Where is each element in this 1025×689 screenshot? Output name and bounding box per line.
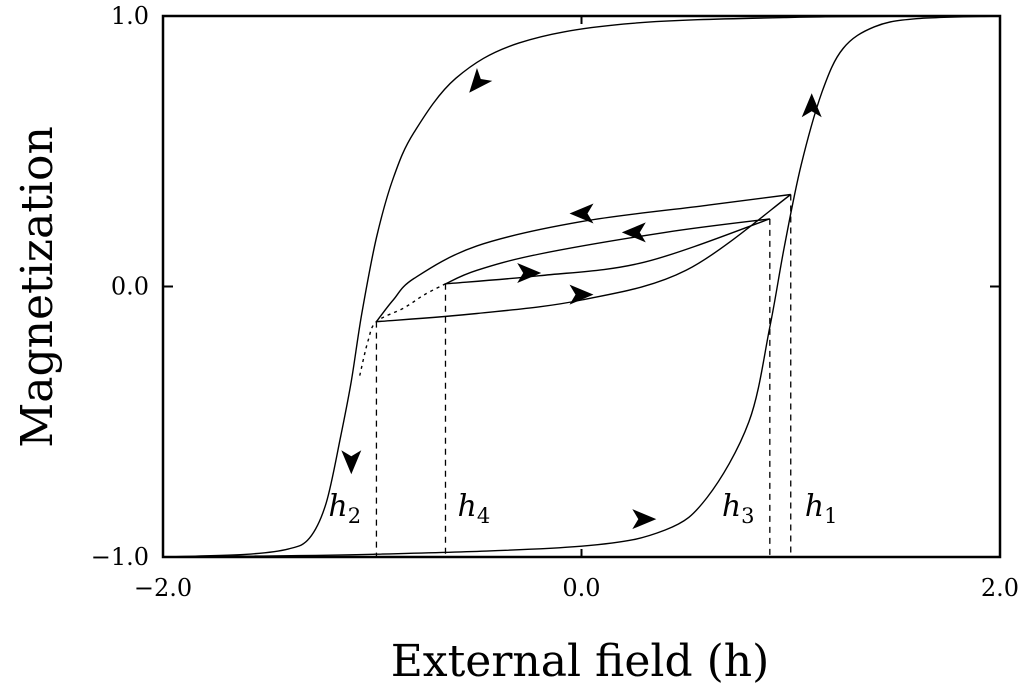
direction-arrow-6 [621, 222, 646, 243]
series-line-4 [376, 193, 792, 323]
marker-subscript: 1 [824, 504, 837, 528]
marker-subscript: 4 [477, 504, 490, 528]
direction-arrow-7 [517, 263, 542, 283]
direction-arrow-8 [569, 284, 594, 305]
x-tick-label: 0.0 [562, 574, 600, 602]
plot-frame [161, 14, 1002, 559]
marker-symbol: h [457, 489, 476, 524]
marker-label-h4: h4 [457, 489, 490, 528]
series-line-2 [162, 15, 1001, 558]
direction-arrow-5 [569, 203, 594, 224]
x-axis-title: External field (h) [391, 636, 770, 687]
series-layer [162, 15, 1001, 558]
direction-arrow-2 [341, 450, 362, 475]
direction-arrow-3 [632, 509, 657, 530]
series-line-3 [375, 193, 791, 323]
x-tick-label: 2.0 [981, 574, 1019, 602]
marker-label-h3: h3 [722, 489, 755, 528]
axis-ticks: −2.0 0.0 2.0 −1.0 0.0 1.0 [91, 2, 1019, 602]
y-tick-label: −1.0 [91, 543, 149, 571]
y-axis-title: Magnetization [12, 126, 63, 448]
y-tick-label: 0.0 [111, 273, 149, 301]
direction-arrow-4 [801, 93, 822, 118]
y-tick-label: 1.0 [111, 2, 149, 30]
series-line-5 [445, 218, 770, 285]
x-tick-label: −2.0 [134, 574, 192, 602]
marker-symbol: h [805, 489, 824, 524]
marker-symbol: h [328, 489, 347, 524]
marker-subscript: 3 [741, 504, 754, 528]
series-line-7 [359, 283, 446, 376]
direction-arrow-1 [469, 67, 493, 93]
marker-subscript: 2 [348, 504, 361, 528]
series-line-6 [445, 218, 771, 285]
marker-label-h2: h2 [328, 489, 361, 528]
series-line-1 [162, 15, 1001, 558]
marker-symbol: h [722, 489, 741, 524]
marker-label-h1: h1 [805, 489, 838, 528]
plot-border [161, 14, 1002, 559]
arrow-layer [341, 67, 822, 530]
